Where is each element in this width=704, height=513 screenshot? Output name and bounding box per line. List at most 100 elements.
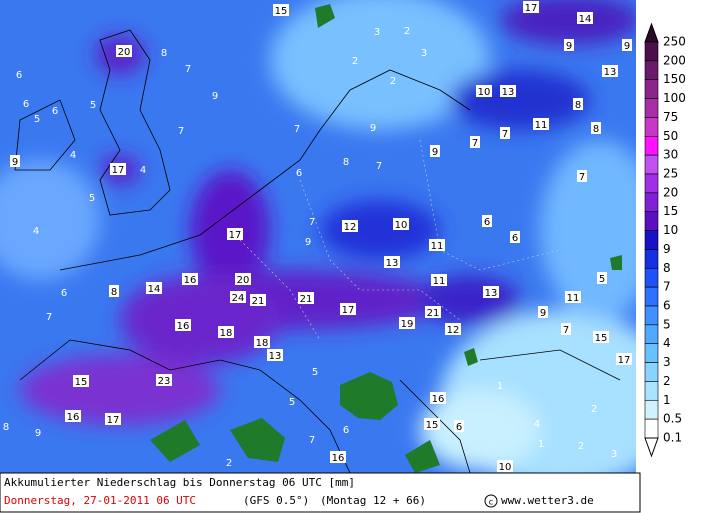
precip-value: 9: [370, 123, 376, 134]
label-box: [330, 451, 346, 463]
label-box: [476, 85, 492, 97]
copyright-icon: [484, 494, 498, 508]
precip-value: 6: [61, 288, 67, 299]
precip-value: 2: [578, 441, 584, 452]
label-box: [342, 220, 358, 232]
legend-level: 25: [663, 167, 678, 181]
precip-value: 3: [421, 48, 427, 59]
label-box: [156, 374, 172, 386]
label-box: [109, 285, 119, 297]
legend-swatch: [644, 230, 659, 250]
label-box: [454, 420, 464, 432]
precip-value: 15: [595, 333, 608, 344]
precip-value: 10: [499, 462, 512, 473]
legend-swatch: [644, 381, 659, 401]
precip-value: 2: [591, 404, 597, 415]
precip-value: 21: [252, 296, 265, 307]
caption-site: www.wetter3.de: [501, 494, 594, 507]
label-box: [591, 122, 601, 134]
label-box: [497, 460, 513, 472]
label-box: [482, 215, 492, 227]
legend-swatch: [644, 249, 659, 269]
precip-value: 24: [232, 293, 245, 304]
label-box: [573, 98, 583, 110]
precip-value: 15: [75, 377, 88, 388]
label-box: [393, 218, 409, 230]
precip-value: 13: [386, 258, 399, 269]
precip-value: 12: [447, 325, 460, 336]
precip-value: 13: [604, 67, 617, 78]
legend-level: 0.5: [663, 412, 682, 426]
legend-swatch: [644, 173, 659, 194]
label-box: [429, 239, 445, 251]
label-box: [510, 231, 520, 243]
precip-value: 11: [433, 276, 446, 287]
precip-value: 17: [342, 305, 355, 316]
legend-swatch: [644, 211, 659, 231]
label-box: [250, 294, 266, 306]
precip-value: 16: [184, 275, 197, 286]
precip-value: 2: [390, 76, 396, 87]
legend-swatch: [644, 98, 659, 118]
precip-value: 2: [226, 458, 232, 469]
precip-value: 19: [401, 319, 414, 330]
legend-level: 2: [663, 374, 671, 388]
label-box: [146, 282, 162, 294]
label-box: [564, 39, 574, 51]
label-box: [110, 163, 126, 175]
precip-value: 8: [111, 287, 117, 298]
precip-value: 13: [502, 87, 515, 98]
label-box: [399, 317, 415, 329]
caption-box: Akkumulierter Niederschlag bis Donnersta…: [0, 472, 641, 513]
legend-swatch: [644, 418, 659, 439]
precip-value: 7: [309, 435, 315, 446]
precip-value: 17: [112, 165, 125, 176]
legend-level: 7: [663, 280, 671, 294]
legend-swatch: [644, 362, 659, 382]
label-box: [500, 85, 516, 97]
precip-value: 11: [567, 293, 580, 304]
legend-level: 200: [663, 53, 686, 67]
label-box: [273, 4, 289, 16]
precip-value: 23: [158, 376, 171, 387]
label-box: [483, 286, 499, 298]
precip-value: 6: [512, 233, 518, 244]
legend-arrow-top: [644, 22, 659, 43]
legend-level: 6: [663, 299, 671, 313]
precip-value: 12: [344, 222, 357, 233]
label-box: [523, 1, 539, 13]
legend-level: 10: [663, 223, 678, 237]
caption-frame: [0, 472, 641, 513]
precip-value: 7: [294, 124, 300, 135]
precip-field: [0, 0, 636, 473]
label-box: [340, 303, 356, 315]
precip-value: 7: [185, 64, 191, 75]
precip-value: 4: [534, 419, 540, 430]
precip-value: 6: [343, 425, 349, 436]
legend-swatch: [644, 399, 659, 420]
precip-value: 9: [305, 237, 311, 248]
legend-swatch: [644, 117, 659, 137]
legend-swatch: [644, 324, 659, 345]
legend-level: 4: [663, 336, 671, 350]
label-box: [267, 349, 283, 361]
precip-value: 7: [502, 129, 508, 140]
legend-swatch: [644, 41, 659, 62]
precip-value: 13: [269, 351, 282, 362]
precip-value: 9: [12, 157, 18, 168]
copyright-icon-letter: c: [489, 498, 493, 507]
precip-value: 16: [432, 394, 445, 405]
legend-swatch: [644, 79, 659, 99]
label-box: [227, 228, 243, 240]
borders: [239, 139, 561, 341]
precip-value: 17: [618, 355, 631, 366]
legend-swatch: [644, 286, 659, 307]
precip-value: 5: [289, 397, 295, 408]
precip-value: 14: [579, 14, 592, 25]
precip-value: 20: [237, 275, 250, 286]
label-box: [235, 273, 251, 285]
label-box: [538, 306, 548, 318]
